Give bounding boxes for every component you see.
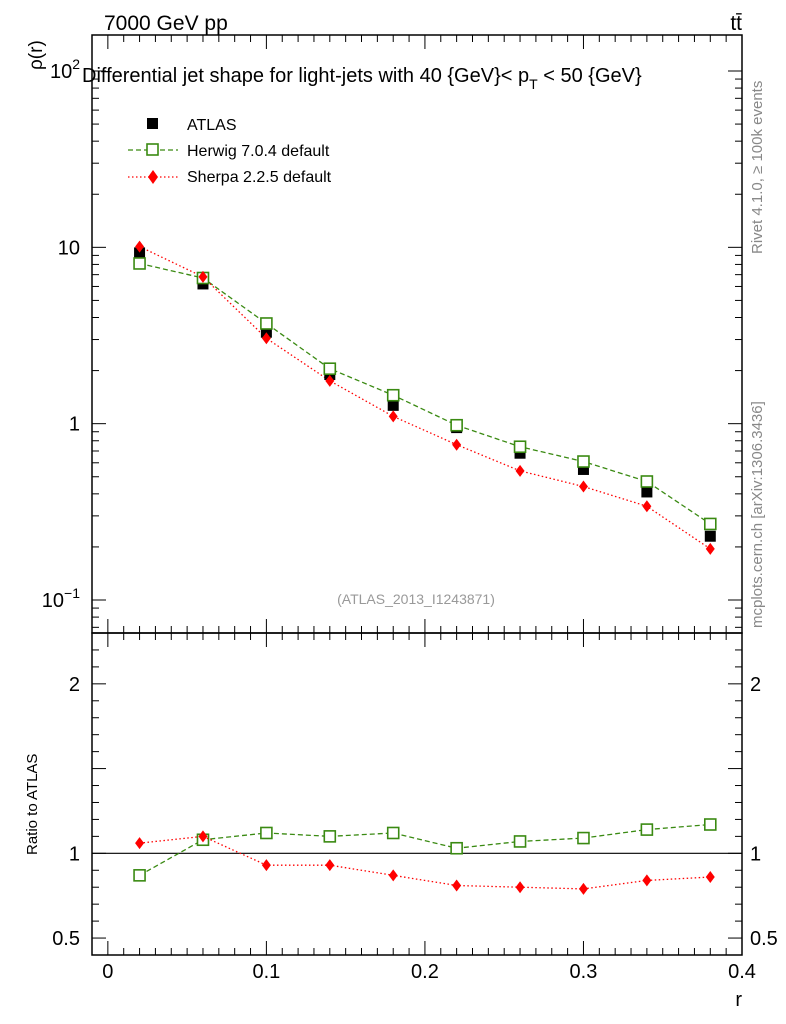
ratio-y-tick-label-right: 1 (750, 843, 761, 865)
data-point-sherpa (452, 438, 462, 451)
ratio-axes: 0 0.1 0.2 0.3 0.4 2 2 1 1 0.5 0.5 (52, 632, 778, 983)
ratio-point-herwig (577, 831, 590, 845)
ratio-y-tick-label: 0.5 (52, 928, 80, 950)
legend-label-sherpa: Sherpa 2.2.5 default (187, 169, 332, 186)
y-tick-label-base: 10 (58, 237, 80, 259)
series-line-1 (139, 262, 711, 525)
y-tick-label: 10−1 (42, 585, 80, 612)
ratio-point-sherpa (198, 830, 208, 843)
ratio-point-sherpa (388, 869, 398, 882)
x-tick-label: 0 (102, 961, 113, 983)
data-point-herwig (640, 475, 654, 488)
data-point-atlas (387, 399, 399, 411)
y-tick-label: 1 (69, 414, 80, 436)
y-tick-label-exp: −1 (64, 585, 80, 601)
data-point-sherpa (325, 374, 335, 387)
process-label: tt̄ (730, 12, 742, 35)
chart-title-tail: < 50 {GeV} (538, 65, 642, 87)
data-point-sherpa (578, 480, 588, 493)
legend-marker-atlas (147, 118, 158, 129)
ratio-point-sherpa (452, 879, 462, 892)
chart-title: Differential jet shape for light-jets wi… (82, 65, 642, 92)
data-point-atlas (260, 326, 272, 338)
ratio-point-herwig (323, 830, 337, 843)
data-point-sherpa (135, 240, 145, 253)
main-series (133, 240, 717, 555)
y-tick-label-base: 10 (42, 590, 64, 612)
ratio-point-herwig (386, 826, 400, 840)
ratio-point-sherpa (578, 882, 588, 895)
x-axis-label: r (735, 989, 742, 1011)
ratio-line-0 (139, 823, 711, 876)
ratio-point-sherpa (515, 881, 525, 894)
legend-label-herwig: Herwig 7.0.4 default (187, 143, 330, 160)
y-tick-label-base: 1 (69, 414, 80, 436)
data-point-sherpa (705, 542, 715, 555)
data-point-herwig (133, 257, 146, 270)
legend: ATLAS Herwig 7.0.4 default Sherpa 2.2.5 … (128, 117, 332, 186)
data-point-atlas (577, 463, 589, 475)
data-point-atlas (704, 530, 716, 542)
x-tick-label: 0.4 (728, 961, 756, 983)
ratio-line-1 (139, 835, 711, 890)
data-point-sherpa (515, 464, 525, 477)
main-ylabel: ρ(r) (26, 40, 47, 70)
ratio-point-herwig (703, 818, 717, 831)
y-tick-label: 10 (58, 237, 80, 259)
data-point-sherpa (388, 410, 398, 423)
rivet-label: Rivet 4.1.0, ≥ 100k events (749, 81, 766, 254)
chart-title-main: Differential jet shape for light-jets wi… (82, 65, 529, 87)
data-point-herwig (513, 440, 527, 454)
energy-label: 7000 GeV pp (104, 12, 228, 35)
legend-label-atlas: ATLAS (187, 117, 237, 134)
legend-marker-herwig (146, 143, 159, 156)
ratio-point-herwig (133, 869, 146, 882)
legend-marker-sherpa (148, 170, 158, 184)
data-point-herwig (260, 317, 273, 330)
data-point-atlas (134, 247, 146, 259)
y-tick-label: 102 (50, 56, 80, 83)
ratio-y-tick-label: 1 (69, 843, 80, 865)
ratio-y-tick-label-right: 0.5 (750, 928, 778, 950)
ratio-point-sherpa (261, 859, 271, 872)
data-point-herwig (323, 362, 337, 375)
ratio-point-herwig (260, 826, 273, 840)
ratio-panel-frame (91, 632, 743, 956)
data-point-herwig (386, 388, 400, 402)
ratio-y-tick-label: 2 (69, 674, 80, 696)
ratio-point-sherpa (325, 859, 335, 872)
ratio-ylabel: Ratio to ATLAS (24, 754, 41, 855)
data-point-herwig (450, 418, 463, 432)
x-tick-label: 0.2 (411, 961, 439, 983)
data-point-herwig (577, 455, 590, 468)
data-point-herwig (703, 517, 717, 531)
data-point-sherpa (198, 270, 208, 283)
watermark: (ATLAS_2013_I1243871) (337, 591, 495, 607)
ratio-point-sherpa (135, 837, 145, 850)
ratio-y-tick-label-right: 2 (750, 674, 761, 696)
ratio-point-sherpa (642, 874, 652, 887)
chart-title-sub: T (529, 76, 538, 92)
x-tick-label: 0.1 (252, 961, 280, 983)
ratio-point-herwig (513, 835, 527, 848)
y-tick-label-base: 10 (50, 61, 72, 83)
ratio-point-herwig (640, 823, 654, 836)
y-tick-label-exp: 2 (72, 56, 80, 72)
data-point-sherpa (261, 332, 271, 345)
ratio-series (133, 818, 717, 895)
x-tick-label: 0.3 (570, 961, 598, 983)
ratio-point-herwig (450, 841, 463, 855)
data-point-sherpa (642, 500, 652, 513)
ratio-point-sherpa (705, 871, 715, 884)
data-point-atlas (641, 486, 653, 498)
series-line-2 (139, 245, 711, 550)
data-point-atlas (514, 447, 526, 459)
mcplots-label: mcplots.cern.ch [arXiv:1306.3436] (749, 401, 766, 628)
